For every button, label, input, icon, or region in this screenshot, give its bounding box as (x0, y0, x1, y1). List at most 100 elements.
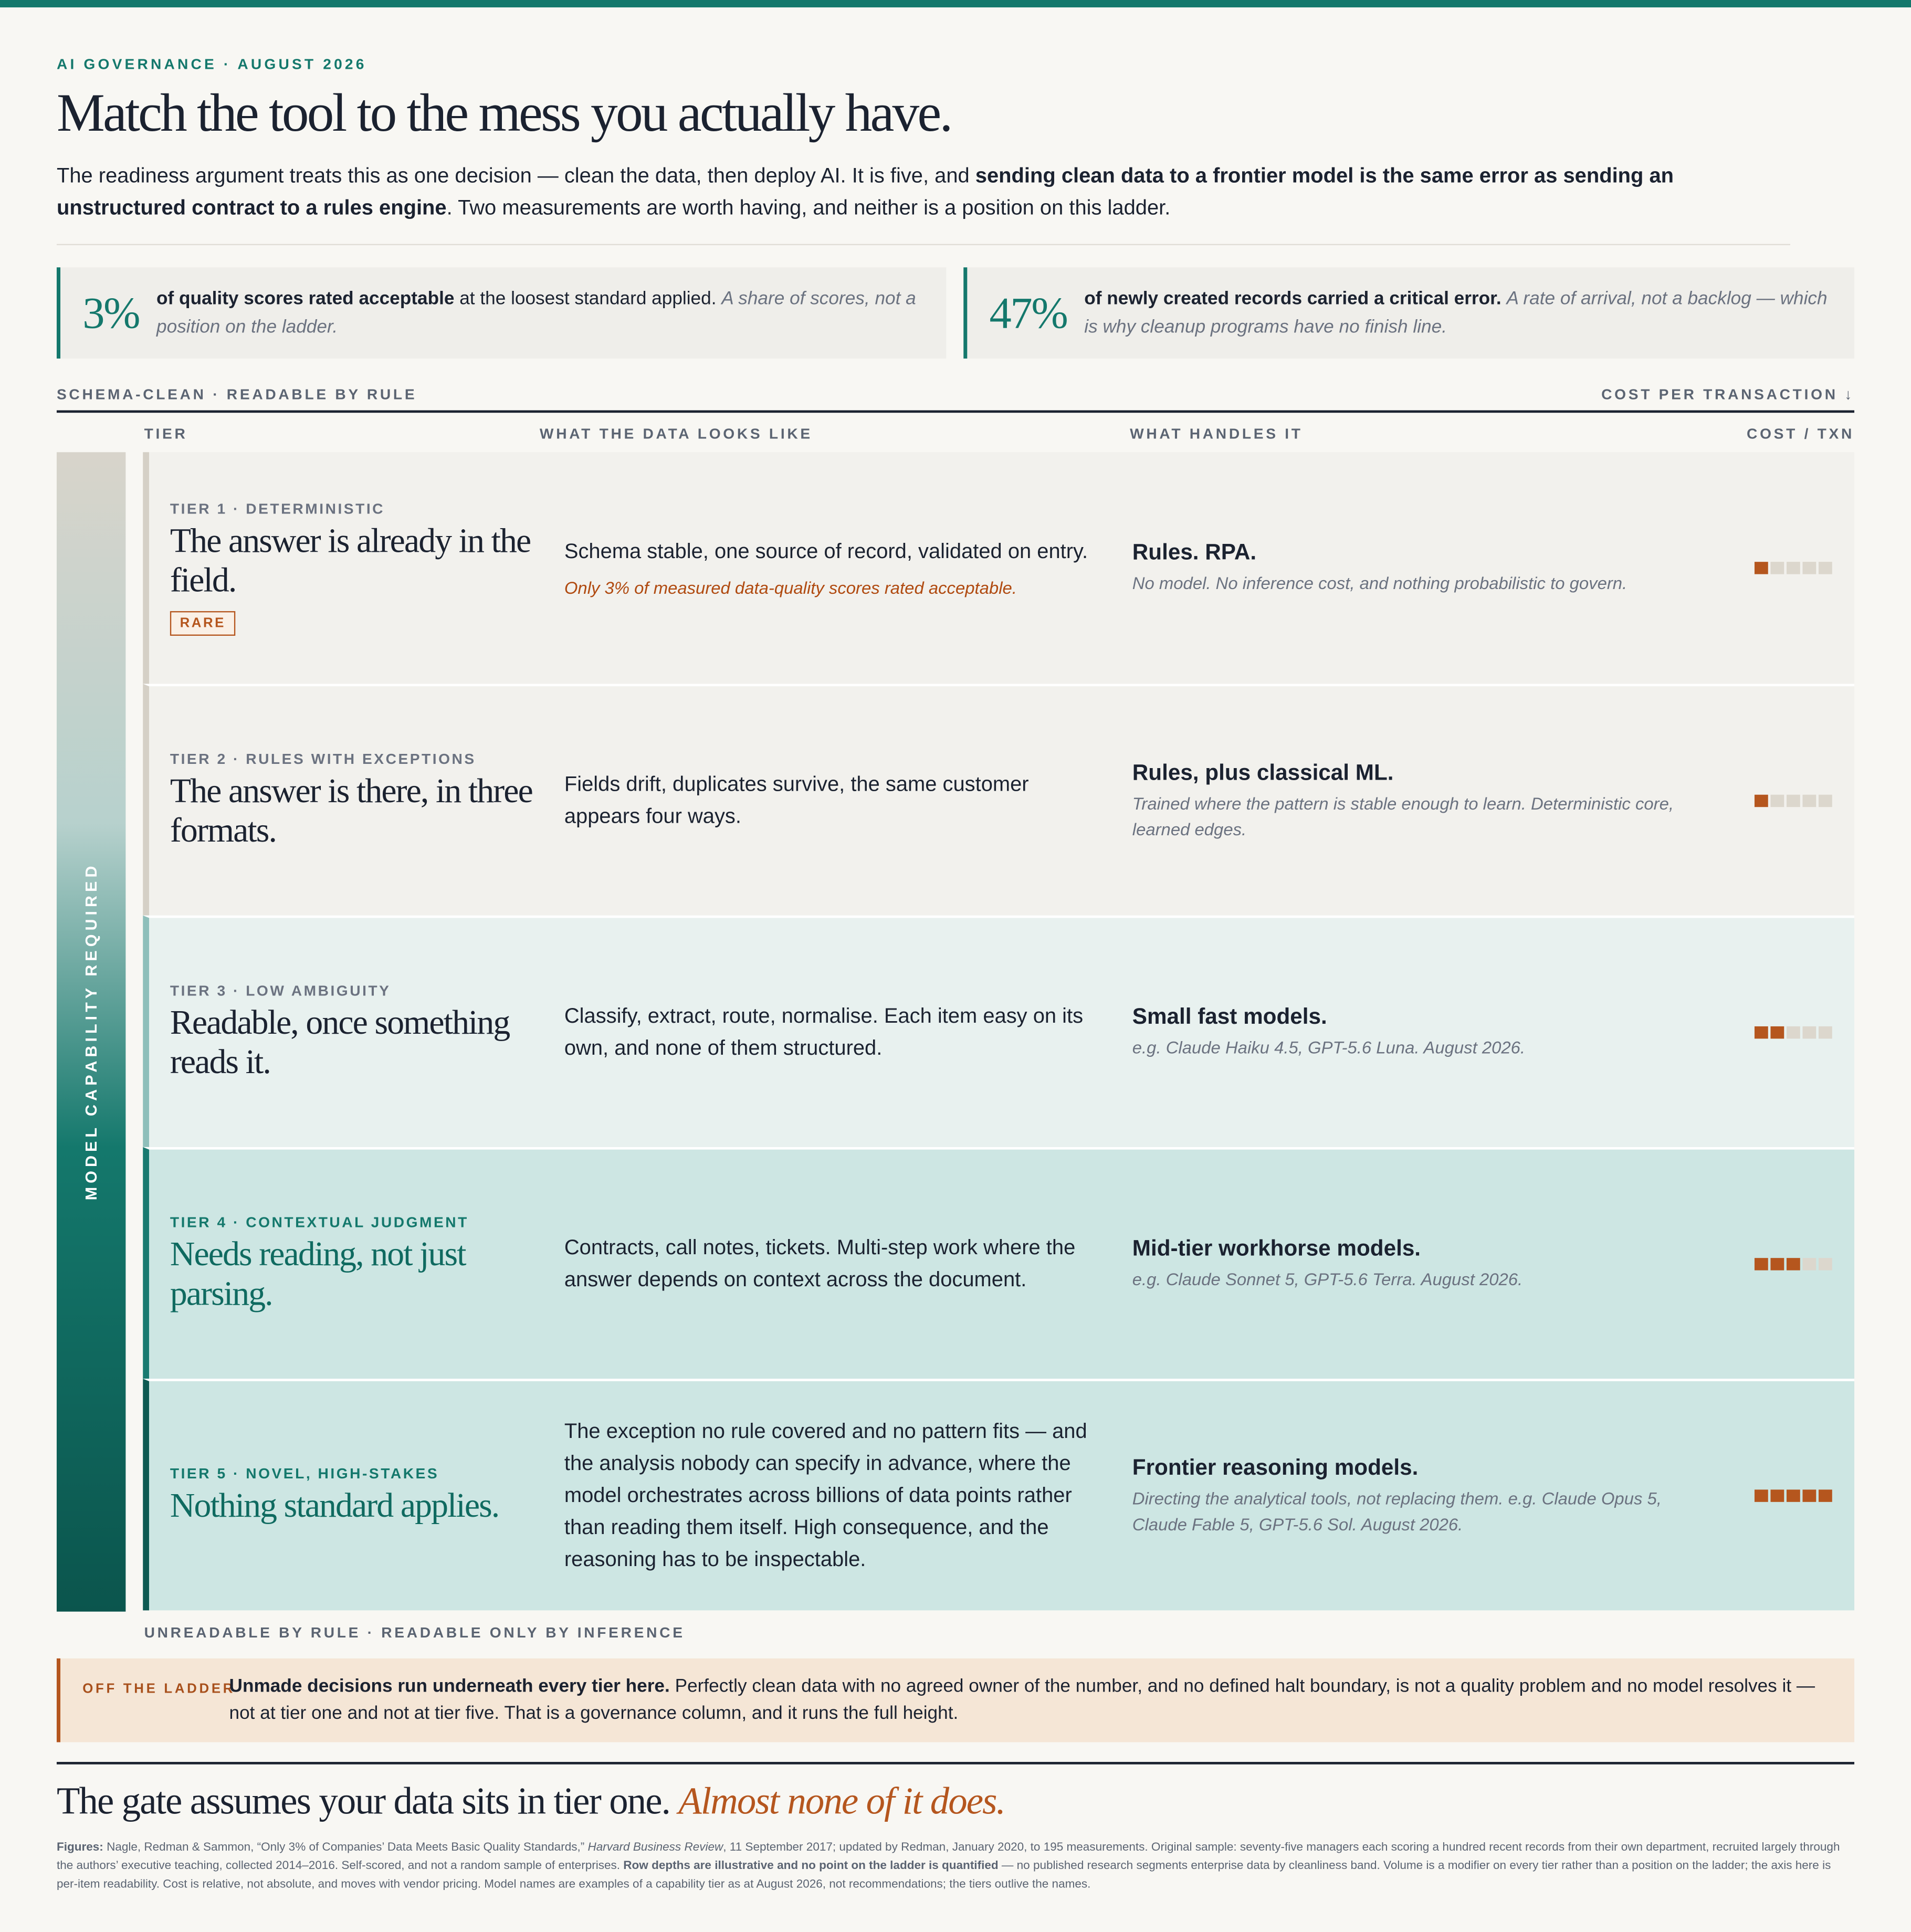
handler-note: Trained where the pattern is stable enou… (1132, 793, 1674, 839)
tier-label: TIER 4 · CONTEXTUAL JUDGMENT (170, 1213, 469, 1231)
stat-lead: of quality scores rated acceptable (156, 288, 455, 310)
handler-note: Directing the analytical tools, not repl… (1132, 1487, 1662, 1534)
tier-row: TIER 1 · DETERMINISTIC The answer is alre… (143, 452, 1855, 684)
tier-headline: Needs reading, not just parsing. (170, 1235, 467, 1314)
cost-pip (1770, 562, 1784, 574)
cost-meter (1754, 1258, 1832, 1270)
tier-label: TIER 1 · DETERMINISTIC (170, 500, 385, 518)
cost-meter (1754, 562, 1832, 574)
rule (56, 410, 1855, 413)
handler-note: e.g. Claude Sonnet 5, GPT-5.6 Terra. Aug… (1132, 1269, 1523, 1289)
cost-pip (1786, 562, 1800, 574)
tier-cell: TIER 1 · DETERMINISTIC The answer is alre… (170, 500, 540, 636)
cost-pip (1802, 1258, 1816, 1270)
handler-cell: Mid-tier workhorse models. e.g. Claude So… (1132, 1236, 1687, 1293)
axis-label: MODEL CAPABILITY REQUIRED (82, 862, 101, 1201)
stat-note: A rate of arrival, not a backlog — which… (1084, 288, 1828, 338)
tier-row: TIER 4 · CONTEXTUAL JUDGMENT Needs readin… (143, 1147, 1855, 1379)
data-description: Contracts, call notes, tickets. Multi-st… (564, 1235, 1076, 1292)
cost-pip (1818, 1489, 1832, 1502)
bottom-label: UNREADABLE BY RULE · READABLE ONLY BY IN… (144, 1624, 685, 1642)
stat-lead: of newly created records carried a criti… (1084, 288, 1502, 310)
tier-headline: The answer is already in the field. (170, 522, 531, 600)
stat-card: 47% of newly created records carried a cr… (963, 267, 1855, 359)
text-segment: , 11 September 2017; updated by Redman, … (56, 1841, 1840, 1873)
text-segment: Row depths are illustrative and no point… (623, 1859, 999, 1873)
handler-cell: Small fast models. e.g. Claude Haiku 4.5,… (1132, 1004, 1687, 1061)
text-segment: Figures: (56, 1841, 103, 1855)
cost-pip (1754, 1489, 1768, 1502)
tier-label: TIER 3 · LOW AMBIGUITY (170, 982, 391, 1000)
stat-body: at the loosest standard applied. (454, 288, 722, 310)
cost-pip (1754, 562, 1768, 574)
stat-text: of quality scores rated acceptable at th… (156, 285, 924, 341)
kicker: AI GOVERNANCE · AUGUST 2026 (56, 55, 367, 73)
tier-label: TIER 2 · RULES WITH EXCEPTIONS (170, 750, 476, 768)
cost-pip (1802, 1489, 1816, 1502)
text-segment: . Two measurements are worth having, and… (446, 196, 1171, 219)
text-segment: The readiness argument treats this as on… (56, 164, 975, 187)
cost-pip (1818, 562, 1832, 574)
data-cell: Contracts, call notes, tickets. Multi-st… (564, 1232, 1107, 1296)
cost-pip (1754, 1026, 1768, 1039)
footnote: Figures: Nagle, Redman & Sammon, “Only 3… (57, 1839, 1854, 1894)
tier-cell: TIER 3 · LOW AMBIGUITY Readable, once som… (170, 982, 540, 1083)
data-cell: The exception no rule covered and no pat… (564, 1416, 1107, 1576)
cost-pip (1802, 562, 1816, 574)
tier-headline: The answer is there, in three formats. (170, 772, 533, 850)
rule (56, 1762, 1855, 1765)
handler-cell: Rules. RPA. No model. No inference cost, … (1132, 540, 1687, 596)
callout-text: Unmade decisions run underneath every ti… (229, 1673, 1831, 1727)
cost-pip (1818, 794, 1832, 807)
tier-row: TIER 2 · RULES WITH EXCEPTIONS The answer… (143, 684, 1855, 916)
tier-cell: TIER 5 · NOVEL, HIGH-STAKES Nothing stand… (170, 1465, 540, 1526)
cost-pip (1802, 794, 1816, 807)
data-description: Fields drift, duplicates survive, the sa… (564, 772, 1029, 828)
handler: Rules. RPA. (1132, 539, 1257, 564)
cost-pip (1818, 1026, 1832, 1039)
data-cell: Fields drift, duplicates survive, the sa… (564, 769, 1107, 833)
column-header: WHAT HANDLES IT (1130, 425, 1303, 443)
divider (56, 244, 1791, 246)
cost-pip (1770, 1258, 1784, 1270)
cost-pip (1818, 1258, 1832, 1270)
tier-headline: Nothing standard applies. (170, 1487, 500, 1526)
conclusion: The gate assumes your data sits in tier … (56, 1779, 1006, 1823)
tier-row: TIER 3 · LOW AMBIGUITY Readable, once som… (143, 915, 1855, 1147)
cost-pip (1802, 1026, 1816, 1039)
cost-pip (1786, 1258, 1800, 1270)
cost-pip (1770, 794, 1784, 807)
column-header: COST / TXN (1747, 425, 1855, 443)
column-header: WHAT THE DATA LOOKS LIKE (539, 425, 813, 443)
cost-pip (1754, 794, 1768, 807)
handler: Small fast models. (1132, 1004, 1327, 1029)
intro: The readiness argument treats this as on… (57, 160, 1708, 224)
stat-card: 3% of quality scores rated acceptable at … (56, 267, 947, 359)
cost-meter (1754, 1026, 1832, 1039)
top-label: SCHEMA-CLEAN · READABLE BY RULE (56, 385, 417, 403)
top-bar (0, 0, 1911, 8)
text-segment: sending clean data to a frontier model i… (56, 164, 1674, 219)
handler-note: No model. No inference cost, and nothing… (1132, 573, 1628, 593)
cost-meter (1754, 1489, 1832, 1502)
data-cell: Schema stable, one source of record, val… (564, 536, 1107, 600)
cost-pip (1786, 1026, 1800, 1039)
column-header: TIER (144, 425, 188, 443)
handler-cell: Rules, plus classical ML. Trained where t… (1132, 760, 1687, 842)
callout: OFF THE LADDER Unmade decisions run unde… (56, 1658, 1855, 1742)
tier-rows: TIER 1 · DETERMINISTIC The answer is alre… (143, 452, 1855, 1611)
text-segment: Harvard Business Review (587, 1841, 723, 1855)
handler: Frontier reasoning models. (1132, 1454, 1419, 1479)
conclusion-emphasis: Almost none of it does. (678, 1779, 1006, 1823)
data-description: Schema stable, one source of record, val… (564, 539, 1088, 563)
tier-badge: RARE (170, 611, 236, 636)
data-cell: Classify, extract, route, normalise. Eac… (564, 1001, 1107, 1065)
data-description: The exception no rule covered and no pat… (564, 1419, 1087, 1571)
cost-axis-label: COST PER TRANSACTION ↓ (1601, 385, 1855, 403)
tier-row: TIER 5 · NOVEL, HIGH-STAKES Nothing stand… (143, 1379, 1855, 1611)
cost-pip (1786, 794, 1800, 807)
conclusion-text: The gate assumes your data sits in tier … (56, 1779, 679, 1823)
cost-meter (1754, 794, 1832, 807)
